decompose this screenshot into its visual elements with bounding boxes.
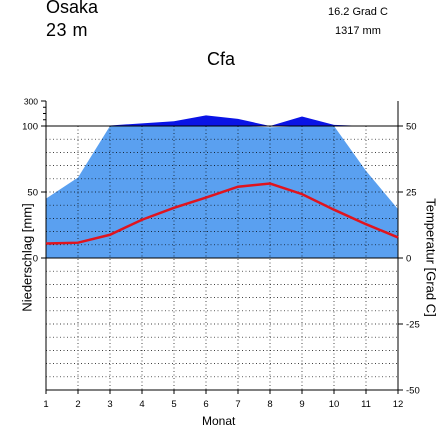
x-tick-label: 9 (299, 399, 304, 410)
station-elevation: 23 m (46, 20, 89, 40)
left-axis-label: Niederschlag [mm] (19, 203, 35, 312)
climate-classification: Cfa (207, 49, 236, 69)
x-tick-label: 3 (107, 399, 112, 410)
annual-precipitation: 1317 mm (335, 25, 381, 37)
left-tick-label: 0 (33, 254, 38, 265)
x-tick-label: 12 (393, 399, 404, 410)
annual-temperature: 16.2 Grad C (328, 6, 388, 18)
x-tick-label: 2 (75, 399, 80, 410)
x-tick-label: 8 (267, 399, 272, 410)
x-tick-label: 10 (329, 399, 340, 410)
right-tick-label: 0 (406, 254, 411, 265)
x-tick-label: 7 (235, 399, 240, 410)
x-axis-label: Monat (202, 414, 236, 428)
right-tick-label: -50 (406, 386, 420, 397)
right-axis-label: Temperatur [Grad C] (423, 198, 439, 317)
x-tick-label: 5 (171, 399, 176, 410)
left-tick-label: 300 (24, 97, 38, 107)
x-tick-label: 1 (43, 399, 48, 410)
station-name: Osaka (46, 0, 99, 17)
right-tick-label: 25 (406, 188, 417, 199)
left-tick-label: 50 (27, 188, 38, 199)
left-tick-label: 100 (22, 122, 38, 133)
x-tick-label: 6 (203, 399, 208, 410)
right-tick-label: -25 (406, 320, 420, 331)
temperature-line (45, 182, 399, 245)
precipitation-excess-area (46, 115, 398, 126)
right-tick-label: 50 (406, 122, 417, 133)
x-tick-label: 11 (361, 399, 371, 410)
x-tick-label: 4 (139, 399, 144, 410)
